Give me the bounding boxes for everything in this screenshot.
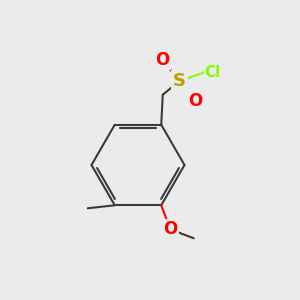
Text: Cl: Cl (205, 65, 221, 80)
Text: O: O (156, 51, 170, 69)
Text: S: S (173, 72, 186, 90)
Text: O: O (163, 220, 177, 238)
Text: O: O (188, 92, 202, 110)
